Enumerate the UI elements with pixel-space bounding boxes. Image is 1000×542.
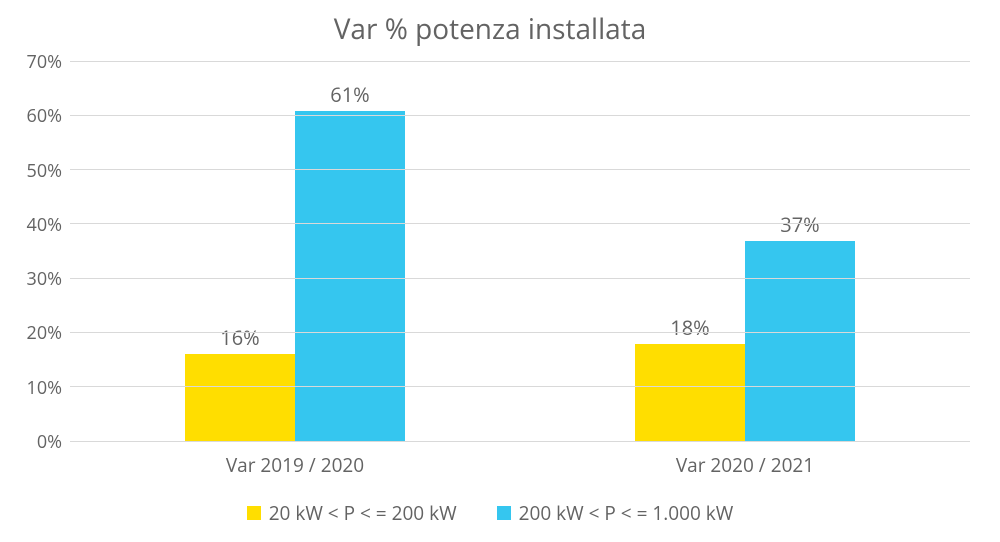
legend-label: 200 kW < P < = 1.000 kW (519, 500, 734, 526)
y-tick-label: 70% (27, 50, 62, 74)
grid-line (70, 278, 970, 279)
grid-line (70, 61, 970, 62)
y-tick-label: 20% (27, 321, 62, 345)
y-tick-label: 10% (27, 376, 62, 400)
y-tick-label: 40% (27, 213, 62, 237)
grid-line (70, 386, 970, 387)
bar: 37% (745, 241, 855, 441)
bar-value-label: 18% (670, 314, 709, 341)
y-axis: 0%10%20%30%40%50%60%70% (10, 62, 70, 442)
legend-swatch (247, 506, 261, 520)
plot-row: 0%10%20%30%40%50%60%70% 16%61%18%37% (10, 62, 970, 442)
legend-label: 20 kW < P < = 200 kW (269, 500, 457, 526)
bar-group: 16%61% (70, 62, 520, 441)
x-tick-label: Var 2019 / 2020 (70, 442, 520, 482)
y-tick-label: 60% (27, 104, 62, 128)
bar: 61% (295, 111, 405, 441)
chart-container: Var % potenza installata 0% 10% 20% 30% 40% 5… (0, 0, 1000, 542)
legend-swatch (497, 506, 511, 520)
bar-value-label: 61% (330, 81, 369, 108)
legend: 20 kW < P < = 200 kW 200 kW < P < = 1.000… (10, 500, 970, 526)
plot-area: 16%61%18%37% (70, 62, 970, 442)
bar: 18% (635, 344, 745, 441)
bar-groups: 16%61%18%37% (70, 62, 970, 441)
legend-item: 200 kW < P < = 1.000 kW (497, 500, 734, 526)
legend-item: 20 kW < P < = 200 kW (247, 500, 457, 526)
y-tick-label: 50% (27, 159, 62, 183)
grid-line (70, 223, 970, 224)
chart-title: Var % potenza installata (10, 10, 970, 48)
grid-line (70, 115, 970, 116)
bar: 16% (185, 354, 295, 441)
y-tick-label: 30% (27, 267, 62, 291)
grid-line (70, 332, 970, 333)
y-tick-label: 0% (37, 430, 62, 454)
grid-line (70, 169, 970, 170)
bar-value-label: 16% (220, 324, 259, 351)
x-axis: Var 2019 / 2020Var 2020 / 2021 (70, 442, 970, 482)
x-tick-label: Var 2020 / 2021 (520, 442, 970, 482)
bar-group: 18%37% (520, 62, 970, 441)
